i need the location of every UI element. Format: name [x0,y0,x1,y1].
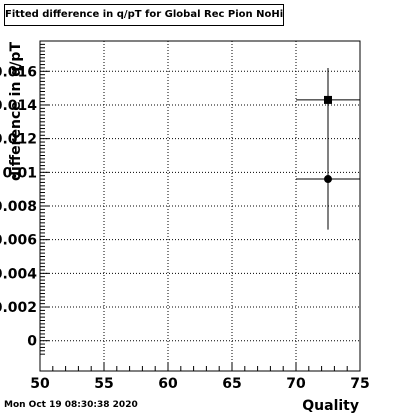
x-tick-label: 65 [222,376,241,392]
data-point-square [324,95,332,104]
x-tick-label: 75 [350,376,369,392]
y-tick-label: 0.002 [0,300,37,316]
data-point-circle [324,175,332,184]
chart-title: Fitted difference in q/pT for Global Rec… [4,4,284,26]
x-axis-label: Quality [302,398,359,414]
y-tick-label: 0.012 [0,132,37,148]
y-tick-label: 0.016 [0,64,37,80]
y-axis-label: difference in q/pT [8,42,24,181]
tick-labels: 50 55 60 65 70 75 0 0.002 0.004 0.006 0.008 0.01 0.0… [0,64,370,392]
y-tick-label: 0.006 [0,233,37,249]
data-series [296,67,360,230]
y-tick-label: 0.008 [0,199,37,215]
grid-lines [40,41,360,371]
x-tick-label: 60 [158,376,178,392]
x-tick-label: 55 [94,376,113,392]
y-tick-label: 0.01 [2,165,37,181]
x-tick-label: 50 [30,376,50,392]
y-tick-label: 0.004 [0,266,37,282]
y-tick-label: 0 [27,334,37,350]
axis-ticks [39,43,361,371]
y-tick-label: 0.014 [0,98,37,114]
date-stamp: Mon Oct 19 08:30:38 2020 [4,400,138,410]
x-tick-label: 70 [286,376,306,392]
